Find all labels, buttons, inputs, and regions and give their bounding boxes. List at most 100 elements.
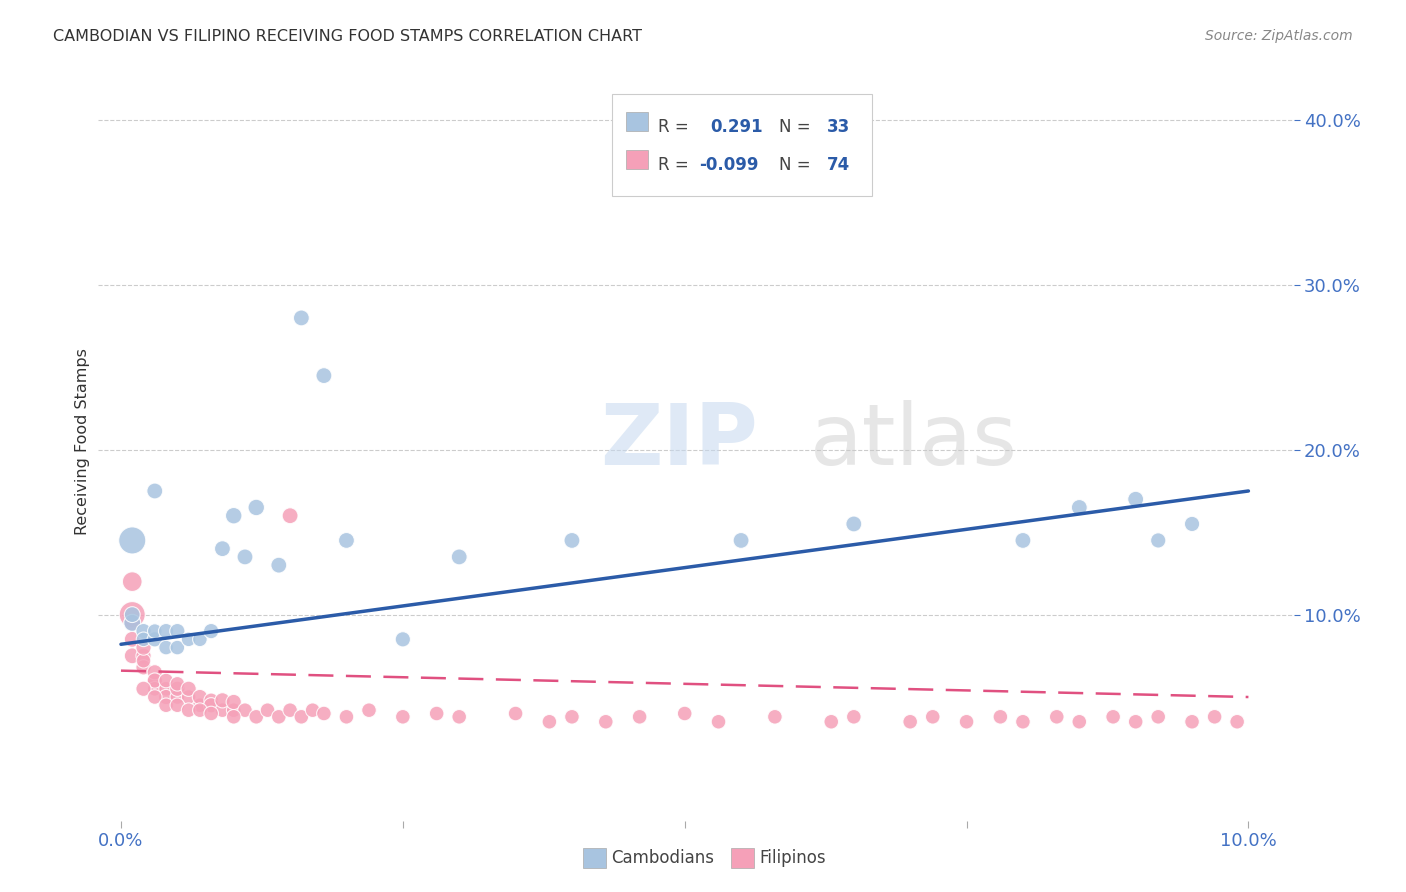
Point bbox=[121, 574, 143, 589]
Text: R =: R = bbox=[658, 118, 695, 136]
Point bbox=[1012, 714, 1035, 729]
Point bbox=[561, 710, 583, 724]
Point bbox=[1069, 714, 1091, 729]
Point bbox=[312, 706, 335, 721]
Point bbox=[1147, 533, 1170, 548]
Point bbox=[222, 703, 245, 717]
Text: ZIP: ZIP bbox=[600, 400, 758, 483]
Point bbox=[155, 624, 177, 639]
Point bbox=[121, 615, 143, 630]
Point bbox=[121, 615, 143, 630]
Point bbox=[121, 533, 143, 548]
Point bbox=[166, 698, 188, 713]
Point bbox=[301, 703, 323, 717]
Point bbox=[143, 690, 166, 704]
Point bbox=[132, 681, 155, 696]
Point bbox=[1125, 714, 1147, 729]
Point bbox=[1012, 533, 1035, 548]
Point bbox=[211, 703, 233, 717]
Point bbox=[233, 703, 256, 717]
Point bbox=[426, 706, 449, 721]
Text: Cambodians: Cambodians bbox=[612, 849, 714, 867]
Point bbox=[335, 533, 357, 548]
Text: CAMBODIAN VS FILIPINO RECEIVING FOOD STAMPS CORRELATION CHART: CAMBODIAN VS FILIPINO RECEIVING FOOD STA… bbox=[53, 29, 643, 44]
Point bbox=[155, 640, 177, 655]
Point bbox=[121, 607, 143, 622]
Point bbox=[392, 710, 415, 724]
Point bbox=[290, 310, 312, 325]
Point bbox=[155, 690, 177, 704]
Y-axis label: Receiving Food Stamps: Receiving Food Stamps bbox=[75, 348, 90, 535]
Point bbox=[211, 541, 233, 556]
Point bbox=[278, 508, 301, 523]
Text: -0.099: -0.099 bbox=[699, 156, 758, 174]
Point bbox=[1046, 710, 1069, 724]
Text: 0.291: 0.291 bbox=[710, 118, 762, 136]
Point bbox=[132, 660, 155, 674]
Point bbox=[177, 681, 200, 696]
Point bbox=[1125, 492, 1147, 507]
Point bbox=[357, 703, 380, 717]
Point bbox=[673, 706, 696, 721]
Point bbox=[595, 714, 617, 729]
Point bbox=[1102, 710, 1125, 724]
Point bbox=[166, 681, 188, 696]
Point bbox=[561, 533, 583, 548]
Text: 33: 33 bbox=[827, 118, 851, 136]
Point bbox=[820, 714, 842, 729]
Point bbox=[155, 673, 177, 688]
Point bbox=[628, 710, 651, 724]
Text: N =: N = bbox=[779, 156, 815, 174]
Text: atlas: atlas bbox=[810, 400, 1018, 483]
Point bbox=[267, 710, 290, 724]
Point bbox=[1069, 500, 1091, 515]
Point bbox=[1181, 714, 1204, 729]
Point bbox=[842, 710, 865, 724]
Point bbox=[200, 698, 222, 713]
Point bbox=[921, 710, 943, 724]
Text: R =: R = bbox=[658, 156, 695, 174]
Point bbox=[166, 677, 188, 691]
Point bbox=[538, 714, 561, 729]
Point bbox=[121, 632, 143, 647]
Point bbox=[392, 632, 415, 647]
Point bbox=[143, 665, 166, 680]
Point bbox=[121, 648, 143, 663]
Point bbox=[132, 632, 155, 647]
Point bbox=[132, 654, 155, 668]
Point bbox=[256, 703, 278, 717]
Point bbox=[233, 549, 256, 564]
Point bbox=[132, 640, 155, 655]
Point bbox=[177, 690, 200, 704]
Point bbox=[200, 693, 222, 707]
Point bbox=[200, 706, 222, 721]
Point bbox=[222, 508, 245, 523]
Point bbox=[211, 693, 233, 707]
Point bbox=[763, 710, 786, 724]
Point bbox=[188, 703, 211, 717]
Point bbox=[188, 690, 211, 704]
Point bbox=[707, 714, 730, 729]
Point bbox=[1181, 516, 1204, 531]
Point bbox=[132, 624, 155, 639]
Point bbox=[132, 648, 155, 663]
Point bbox=[990, 710, 1012, 724]
Point bbox=[290, 710, 312, 724]
Point bbox=[143, 673, 166, 688]
Point bbox=[245, 710, 267, 724]
Point bbox=[245, 500, 267, 515]
Point bbox=[177, 703, 200, 717]
Point bbox=[143, 673, 166, 688]
Point bbox=[143, 681, 166, 696]
Point bbox=[155, 698, 177, 713]
Point bbox=[143, 483, 166, 498]
Point bbox=[222, 710, 245, 724]
Text: Source: ZipAtlas.com: Source: ZipAtlas.com bbox=[1205, 29, 1353, 43]
Point bbox=[730, 533, 752, 548]
Point bbox=[1204, 710, 1226, 724]
Point bbox=[155, 681, 177, 696]
Point bbox=[1226, 714, 1249, 729]
Point bbox=[121, 607, 143, 622]
Point bbox=[312, 368, 335, 383]
Point bbox=[222, 695, 245, 709]
